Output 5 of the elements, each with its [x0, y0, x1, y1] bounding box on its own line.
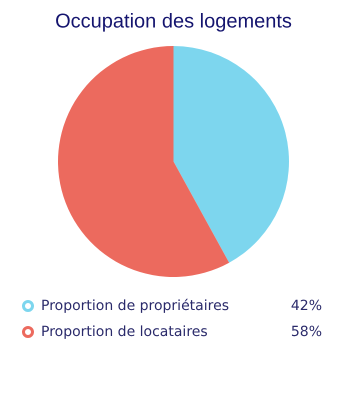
data-label: 42% [290, 298, 322, 314]
chart-title: Occupation des logements [55, 10, 292, 33]
data-label: 58% [290, 324, 322, 340]
legend-label: Proportion de locataires [41, 324, 209, 340]
legend-label: Proportion de propriétaires [41, 298, 230, 314]
